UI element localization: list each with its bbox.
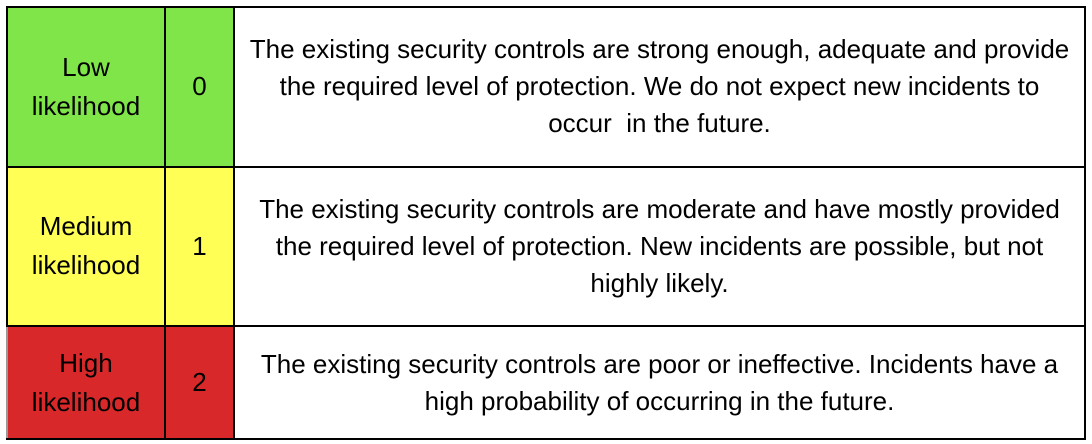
likelihood-description-text: The existing security controls are poor … <box>260 348 1059 416</box>
table-row-low-likelihood: Low likelihood 0 The existing security c… <box>6 6 1086 168</box>
likelihood-description-text: The existing security controls are moder… <box>259 193 1060 298</box>
likelihood-score-value: 0 <box>192 71 207 102</box>
likelihood-description-text: The existing security controls are stron… <box>249 34 1077 139</box>
likelihood-score: 2 <box>164 325 235 440</box>
likelihood-description: The existing security controls are moder… <box>233 165 1086 328</box>
table-row-medium-likelihood: Medium likelihood 1 The existing securit… <box>6 165 1086 328</box>
likelihood-score: 1 <box>164 165 235 328</box>
likelihood-score-value: 2 <box>192 367 207 398</box>
likelihood-description: The existing security controls are stron… <box>233 6 1086 168</box>
likelihood-level-text: High likelihood <box>31 347 141 417</box>
likelihood-level-text: Medium likelihood <box>31 211 141 281</box>
likelihood-table: Low likelihood 0 The existing security c… <box>6 6 1086 440</box>
likelihood-description: The existing security controls are poor … <box>233 325 1086 440</box>
likelihood-level-label: Low likelihood <box>6 6 166 168</box>
likelihood-score-value: 1 <box>192 230 207 261</box>
likelihood-score: 0 <box>164 6 235 168</box>
likelihood-level-text: Low likelihood <box>31 51 141 121</box>
likelihood-level-label: High likelihood <box>6 325 166 440</box>
likelihood-level-label: Medium likelihood <box>6 165 166 328</box>
table-row-high-likelihood: High likelihood 2 The existing security … <box>6 325 1086 440</box>
